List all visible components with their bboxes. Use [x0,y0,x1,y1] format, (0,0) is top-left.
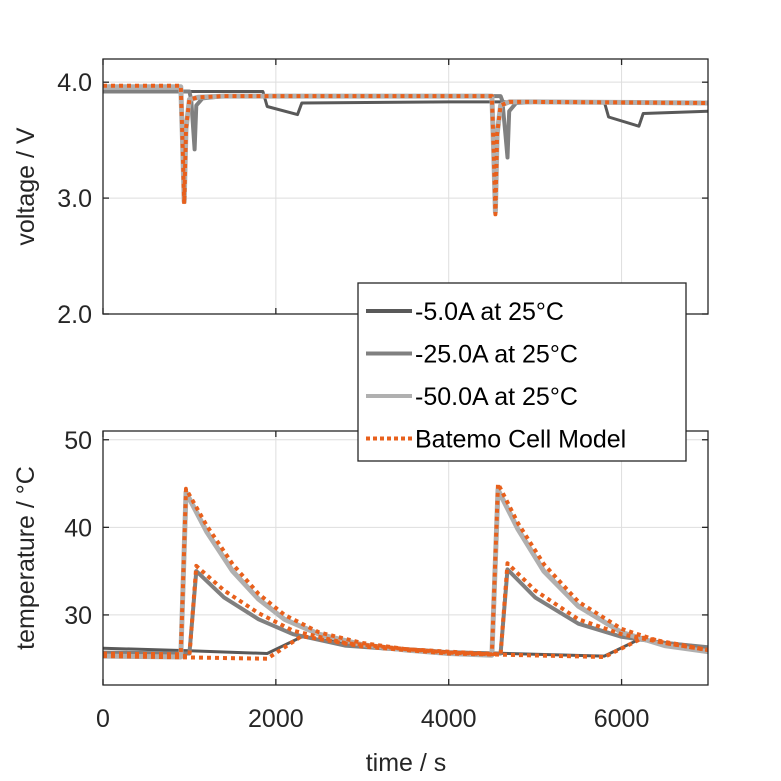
voltage-y-tick-label: 3.0 [57,185,92,213]
temperature-y-tick-label: 30 [64,602,92,630]
voltage-y-axis-label: voltage / V [12,127,40,245]
legend-entry: -5.0A at 25°C [366,298,564,326]
measured-voltage-series [103,90,708,128]
legend-entry: -50.0A at 25°C [366,383,578,411]
legend-label: -5.0A at 25°C [415,298,564,326]
legend: -5.0A at 25°C -25.0A at 25°C -50.0A at 25°… [357,282,687,462]
model-voltage-series [103,83,708,217]
legend-entry: -25.0A at 25°C [366,341,578,369]
time-x-axis-label: time / s [366,749,447,777]
voltage-y-tick-label: 2.0 [57,301,92,329]
measured-voltage-series [103,89,708,160]
temperature-x-tick-label: 6000 [594,705,650,733]
temperature-axes-frame [102,430,709,686]
temperature-panel: 0 2000 4000 6000 30 40 50 temperature / °C tim… [12,427,709,777]
temperature-series [103,481,708,661]
temperature-y-tick-label: 40 [64,514,92,542]
legend-entry: Batemo Cell Model [366,426,626,454]
voltage-y-tick-label: 4.0 [57,69,92,97]
temperature-x-tick-label: 2000 [248,705,304,733]
measured-temperature-series [103,635,708,658]
voltage-panel: 2.0 3.0 4.0 voltage / V [12,58,709,329]
legend-label: -25.0A at 25°C [415,341,578,369]
temperature-grid [102,431,708,685]
temperature-y-axis-label: temperature / °C [12,466,40,650]
model-temperature-series [103,481,708,657]
temperature-x-tick-label: 0 [96,705,110,733]
voltage-ticks: 2.0 3.0 4.0 [57,59,708,329]
model-temperature-series [103,634,708,661]
legend-label: Batemo Cell Model [415,426,626,454]
voltage-series [103,83,708,217]
temperature-x-tick-label: 4000 [421,705,477,733]
model-temperature-series [103,561,708,659]
temperature-y-tick-label: 50 [64,427,92,455]
temperature-ticks: 0 2000 4000 6000 30 40 50 [64,427,708,733]
legend-label: -50.0A at 25°C [415,383,578,411]
legend-box [357,282,687,462]
